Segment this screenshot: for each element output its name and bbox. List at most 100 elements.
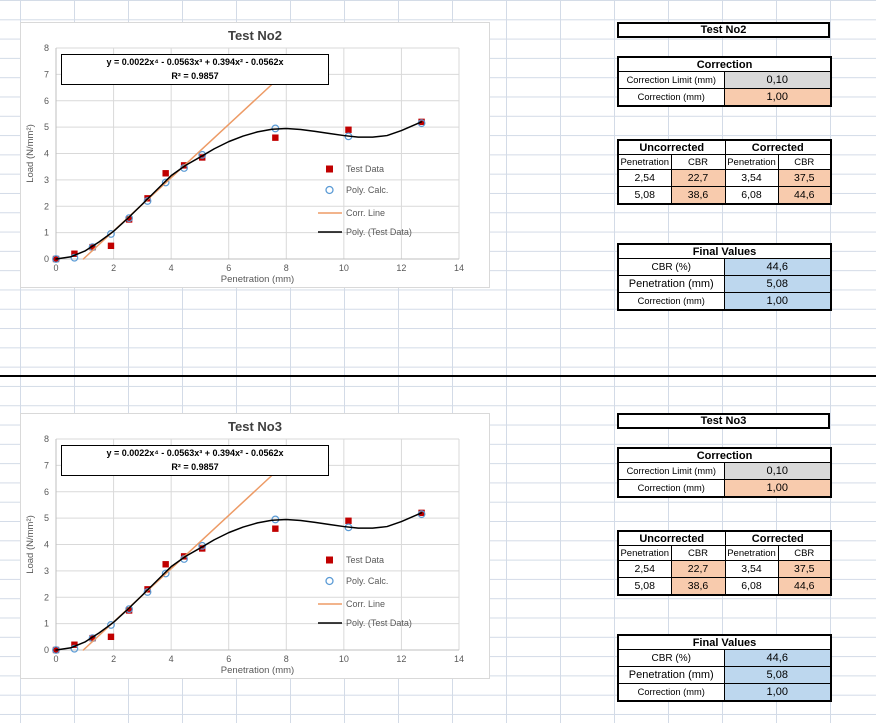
correction-title-cell[interactable]: Correction [617,56,832,72]
data-point-circle [125,605,134,614]
final-cbr-value-cell[interactable]: 44,6 [723,258,832,276]
cbr-value-cell[interactable]: 38,6 [670,186,726,205]
x-tick-label: 4 [169,654,174,664]
data-point-square [345,126,352,133]
x-tick-label: 12 [396,263,406,273]
cbr-subheader-cell[interactable]: CBR [777,545,832,561]
correction-value-cell[interactable]: 1,00 [723,479,832,498]
penetration-value-cell[interactable]: 2,54 [617,560,672,578]
data-point-circle [198,541,207,550]
final-cbr-label-cell[interactable]: CBR (%) [617,649,725,667]
test-no3-header-cell[interactable]: Test No3 [617,413,830,429]
x-tick-label: 14 [454,654,464,664]
correction-label-cell[interactable]: Correction (mm) [617,479,725,498]
chart-test-no3[interactable]: 0 2 4 6 8 10 12 14 0 1 2 3 4 5 6 7 8 Test Data Poly. Calc.… [20,413,490,679]
penetration-value-cell[interactable]: 3,54 [724,560,779,578]
final-correction-label-cell[interactable]: Correction (mm) [617,292,725,311]
data-point-square [272,525,279,532]
x-tick-label: 12 [396,654,406,664]
y-tick-label: 8 [44,434,49,444]
cbr-value-cell[interactable]: 44,6 [777,186,832,205]
final-cbr-label-cell[interactable]: CBR (%) [617,258,725,276]
penetration-value-cell[interactable]: 6,08 [724,186,779,205]
cbr-value-cell[interactable]: 37,5 [777,169,832,187]
correction-value-cell[interactable]: 1,00 [723,88,832,107]
final-penetration-value-cell[interactable]: 5,08 [723,275,832,293]
y-tick-label: 5 [44,513,49,523]
correction-limit-label-cell[interactable]: Correction Limit (mm) [617,462,725,480]
legend-label: Poly. Calc. [346,576,388,586]
cbr-value-cell[interactable]: 38,6 [670,577,726,596]
cbr-value-cell[interactable]: 37,5 [777,560,832,578]
penetration-value-cell[interactable]: 5,08 [617,577,672,596]
data-point-square [162,170,169,177]
cbr-subheader-cell[interactable]: CBR [670,545,726,561]
penetration-value-cell[interactable]: 5,08 [617,186,672,205]
legend-square-marker [326,165,333,173]
data-point-square [71,641,78,648]
penetration-value-cell[interactable]: 6,08 [724,577,779,596]
data-point-circle [125,214,134,223]
data-point-square [107,633,115,641]
cbr-value-cell[interactable]: 22,7 [670,560,726,578]
y-tick-label: 4 [44,149,49,159]
cbr-value-cell[interactable]: 22,7 [670,169,726,187]
penetration-subheader-cell[interactable]: Penetration [724,154,779,170]
final-penetration-label-cell[interactable]: Penetration (mm) [617,275,725,293]
x-tick-label: 10 [339,654,349,664]
test-no2-header-cell[interactable]: Test No2 [617,22,830,38]
corrected-header-cell[interactable]: Corrected [724,530,832,546]
legend-label: Poly. (Test Data) [346,618,412,628]
data-point-square [125,216,133,223]
correction-limit-value-cell[interactable]: 0,10 [723,71,832,89]
penetration-subheader-cell[interactable]: Penetration [617,154,672,170]
cbr-value-cell[interactable]: 44,6 [777,577,832,596]
penetration-subheader-cell[interactable]: Penetration [617,545,672,561]
data-point-square [345,517,352,524]
section-divider [0,375,876,377]
penetration-value-cell[interactable]: 3,54 [724,169,779,187]
final-correction-value-cell[interactable]: 1,00 [723,683,832,702]
x-tick-label: 4 [169,263,174,273]
series-poly-test-data [55,512,423,651]
y-tick-label: 7 [44,460,49,470]
x-tick-label: 14 [454,263,464,273]
data-point-circle [107,230,115,238]
trendline-equation-box: y = 0.0022x⁴ - 0.0563x³ + 0.394x² - 0.05… [61,445,329,476]
correction-label-cell[interactable]: Correction (mm) [617,88,725,107]
uncorrected-header-cell[interactable]: Uncorrected [617,139,726,155]
penetration-subheader-cell[interactable]: Penetration [724,545,779,561]
legend-label: Poly. (Test Data) [346,227,412,237]
final-cbr-value-cell[interactable]: 44,6 [723,649,832,667]
final-penetration-label-cell[interactable]: Penetration (mm) [617,666,725,684]
x-axis-title: Penetration (mm) [221,274,294,285]
correction-limit-label-cell[interactable]: Correction Limit (mm) [617,71,725,89]
corrected-header-cell[interactable]: Corrected [724,139,832,155]
legend-label: Poly. Calc. [346,185,388,195]
final-values-title-cell[interactable]: Final Values [617,243,832,259]
cbr-subheader-cell[interactable]: CBR [777,154,832,170]
final-correction-label-cell[interactable]: Correction (mm) [617,683,725,702]
correction-title-cell[interactable]: Correction [617,447,832,463]
final-values-table-test-no2: Final Values CBR (%) 44,6 Penetration (m… [617,243,832,311]
trendline-equation-box: y = 0.0022x⁴ - 0.0563x³ + 0.394x² - 0.05… [61,54,329,85]
final-penetration-value-cell[interactable]: 5,08 [723,666,832,684]
y-tick-label: 1 [44,228,49,238]
trendline-equation: y = 0.0022x⁴ - 0.0563x³ + 0.394x² - 0.05… [106,57,284,67]
final-correction-value-cell[interactable]: 1,00 [723,292,832,311]
legend-label: Test Data [346,164,384,174]
penetration-value-cell[interactable]: 2,54 [617,169,672,187]
correction-table-test-no3: Correction Correction Limit (mm) 0,10 Co… [617,447,832,498]
chart-title: Test No2 [228,28,282,43]
chart-test-no2[interactable]: 0 2 4 6 8 10 12 14 0 1 2 3 4 5 6 7 8 Test Data Poly. Calc.… [20,22,490,288]
data-point-square [272,134,279,141]
cbr-table-test-no3: Uncorrected Corrected Penetration CBR Pe… [617,530,833,596]
correction-limit-value-cell[interactable]: 0,10 [723,462,832,480]
final-values-title-cell[interactable]: Final Values [617,634,832,650]
cbr-subheader-cell[interactable]: CBR [670,154,726,170]
data-point-square [71,250,78,257]
uncorrected-header-cell[interactable]: Uncorrected [617,530,726,546]
data-point-circle [143,588,152,596]
x-tick-label: 8 [284,263,289,273]
